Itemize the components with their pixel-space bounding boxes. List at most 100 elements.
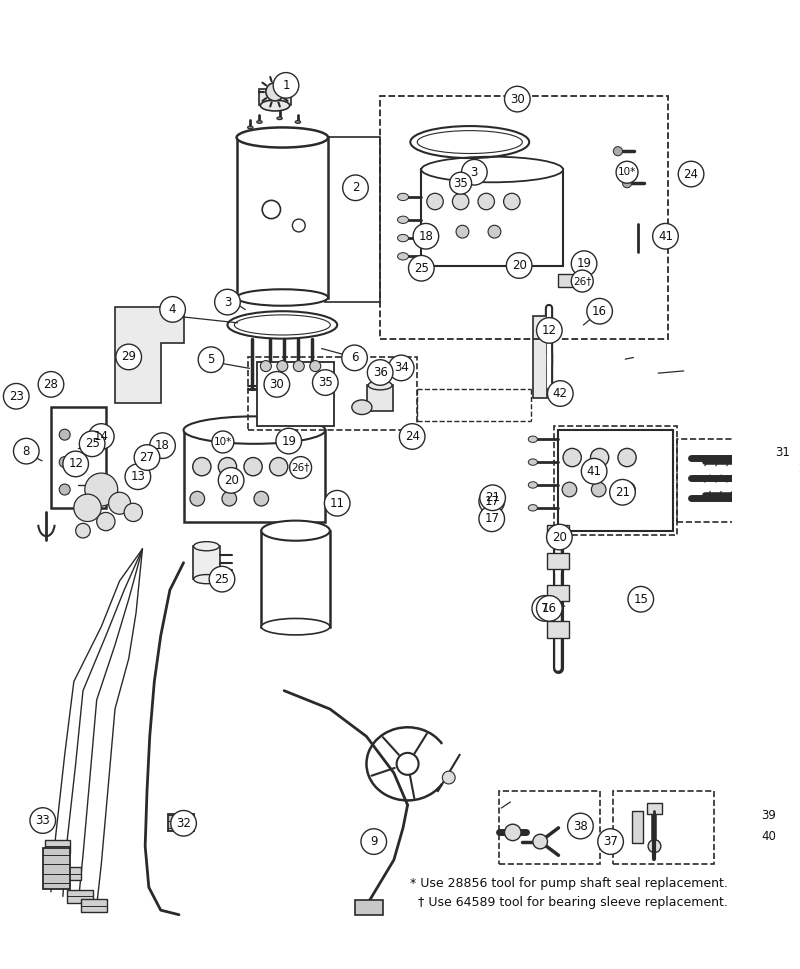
Circle shape — [562, 483, 577, 497]
Text: 11: 11 — [330, 497, 345, 510]
Circle shape — [450, 172, 472, 194]
Text: 18: 18 — [418, 230, 434, 243]
Text: 37: 37 — [603, 835, 618, 848]
Circle shape — [79, 431, 105, 456]
Circle shape — [198, 347, 224, 372]
Text: 19: 19 — [282, 434, 296, 448]
Bar — [247, 357, 417, 430]
Circle shape — [793, 455, 800, 482]
Text: 41: 41 — [658, 230, 673, 243]
Ellipse shape — [528, 436, 538, 443]
Ellipse shape — [237, 128, 328, 147]
Circle shape — [547, 381, 573, 406]
Circle shape — [30, 808, 55, 833]
Text: 32: 32 — [176, 817, 191, 829]
Bar — [237, 138, 328, 297]
Bar — [554, 425, 678, 535]
Bar — [533, 316, 547, 398]
Circle shape — [563, 449, 582, 467]
Circle shape — [244, 457, 262, 476]
Circle shape — [442, 771, 455, 784]
Bar — [45, 840, 70, 853]
Text: 16: 16 — [542, 602, 557, 615]
Circle shape — [478, 193, 494, 209]
Circle shape — [134, 445, 160, 470]
Circle shape — [190, 491, 205, 506]
Bar — [614, 792, 714, 864]
Circle shape — [63, 452, 89, 477]
Circle shape — [260, 360, 271, 371]
Circle shape — [614, 146, 622, 156]
Text: 12: 12 — [542, 324, 557, 337]
Circle shape — [480, 484, 506, 511]
Circle shape — [622, 178, 632, 188]
Circle shape — [756, 825, 782, 850]
Text: 38: 38 — [573, 820, 588, 832]
Circle shape — [568, 813, 594, 839]
Circle shape — [616, 161, 638, 183]
Circle shape — [505, 86, 530, 111]
Bar — [547, 552, 570, 569]
Text: 40: 40 — [762, 830, 776, 843]
Bar — [193, 547, 220, 579]
Circle shape — [367, 359, 393, 386]
Circle shape — [294, 360, 304, 371]
Bar — [257, 361, 334, 425]
Bar — [367, 386, 393, 411]
Ellipse shape — [398, 234, 409, 241]
Circle shape — [488, 225, 501, 238]
Circle shape — [3, 384, 29, 409]
Circle shape — [109, 492, 130, 515]
Circle shape — [546, 524, 572, 549]
Circle shape — [770, 440, 795, 466]
Ellipse shape — [528, 482, 538, 488]
Text: 10*: 10* — [618, 168, 636, 177]
Circle shape — [479, 488, 505, 515]
Ellipse shape — [398, 253, 409, 260]
Circle shape — [214, 290, 240, 315]
Text: 9: 9 — [370, 835, 378, 848]
Text: 20: 20 — [224, 474, 238, 486]
Circle shape — [160, 297, 186, 323]
Circle shape — [621, 483, 635, 497]
Ellipse shape — [194, 575, 219, 583]
Text: 16: 16 — [592, 304, 607, 318]
Text: 42: 42 — [553, 387, 568, 400]
Bar — [55, 867, 81, 880]
Bar — [258, 89, 291, 106]
Text: 12: 12 — [68, 457, 83, 470]
Circle shape — [218, 457, 237, 476]
Text: 25: 25 — [85, 437, 99, 451]
Circle shape — [571, 251, 597, 276]
Circle shape — [397, 753, 418, 775]
Text: 15: 15 — [634, 593, 648, 606]
Text: 39: 39 — [762, 809, 776, 823]
Circle shape — [342, 175, 368, 201]
Text: 17: 17 — [484, 495, 499, 508]
Circle shape — [505, 825, 521, 841]
Circle shape — [125, 464, 150, 489]
Circle shape — [324, 490, 350, 516]
Ellipse shape — [368, 381, 392, 390]
Circle shape — [610, 480, 635, 505]
Ellipse shape — [194, 542, 219, 550]
Bar — [81, 899, 106, 912]
Circle shape — [598, 828, 623, 855]
Ellipse shape — [398, 193, 409, 201]
Circle shape — [648, 840, 661, 853]
Circle shape — [310, 360, 321, 371]
Text: 5: 5 — [207, 353, 214, 366]
Bar — [380, 96, 668, 338]
Circle shape — [678, 161, 704, 187]
Circle shape — [85, 473, 118, 506]
Bar — [547, 584, 570, 601]
Ellipse shape — [352, 400, 372, 415]
Text: 24: 24 — [683, 168, 698, 180]
Text: 31: 31 — [775, 447, 790, 459]
Bar — [558, 430, 673, 531]
Text: 34: 34 — [394, 361, 409, 374]
Text: 41: 41 — [586, 465, 602, 478]
Text: 26†: 26† — [291, 462, 310, 473]
Polygon shape — [115, 306, 183, 403]
Text: 21: 21 — [485, 491, 500, 504]
